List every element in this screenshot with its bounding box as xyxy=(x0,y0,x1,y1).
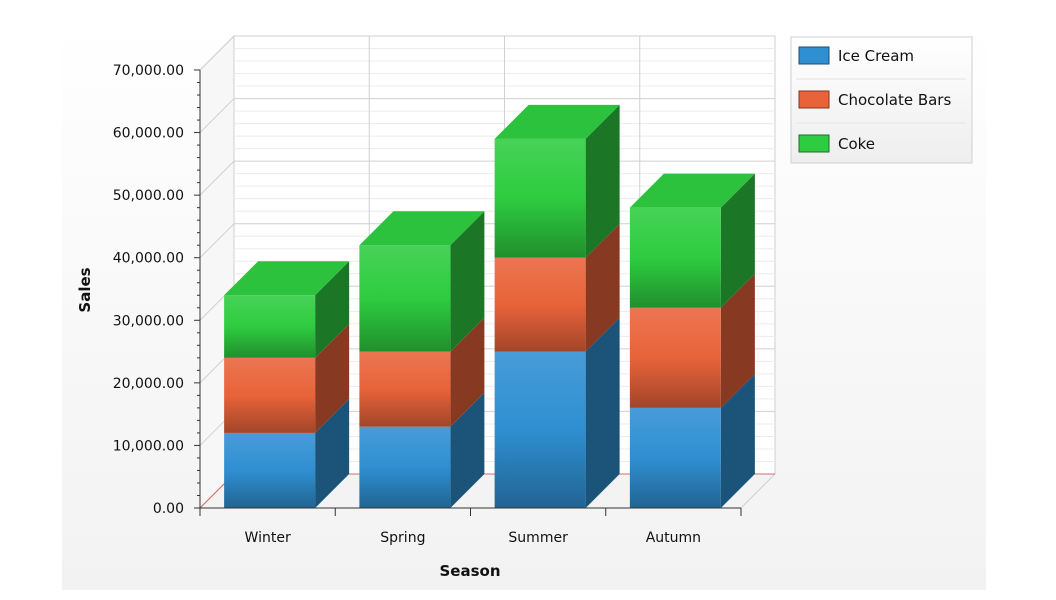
bar-front xyxy=(494,257,586,352)
bar-front xyxy=(629,407,721,508)
bar-side xyxy=(450,211,485,352)
legend: Ice Cream Chocolate Bars Coke xyxy=(790,36,973,164)
bar-spring-ice-cream xyxy=(359,392,485,508)
bar-winter-coke xyxy=(224,261,350,358)
y-tick-label: 10,000.00 xyxy=(113,438,184,454)
bar-side xyxy=(585,223,620,352)
bar-top xyxy=(359,211,485,246)
bar-top xyxy=(224,261,350,296)
bar-autumn-coke xyxy=(629,173,755,308)
legend-item: Ice Cream xyxy=(798,46,914,65)
legend-item: Chocolate Bars xyxy=(798,90,951,109)
bar-summer-coke xyxy=(494,104,620,258)
x-axis-title: Season xyxy=(439,562,500,580)
legend-item: Coke xyxy=(798,134,875,153)
gridline-side xyxy=(199,98,235,133)
legend-swatch xyxy=(798,46,830,65)
bar-summer-ice-cream xyxy=(494,317,620,508)
gridline-side xyxy=(199,160,235,196)
bar-spring-coke xyxy=(359,211,485,352)
x-tick-label: Summer xyxy=(508,530,568,546)
bars-layer xyxy=(224,104,755,508)
x-tick-label: Autumn xyxy=(646,530,701,546)
legend-swatch xyxy=(798,134,830,153)
bar-side xyxy=(720,273,755,408)
bar-top xyxy=(494,104,620,139)
bar-front xyxy=(629,307,721,408)
bar-front xyxy=(494,138,586,258)
bar-spring-chocolate-bars xyxy=(359,317,485,427)
bar-front xyxy=(359,351,451,427)
bar-front xyxy=(224,295,316,358)
x-tick-label: Winter xyxy=(245,530,291,546)
bar-front xyxy=(359,245,451,352)
bar-autumn-chocolate-bars xyxy=(629,273,755,408)
bar-side xyxy=(585,104,620,258)
bar-front xyxy=(224,357,316,433)
bar-front xyxy=(359,426,451,508)
legend-swatch xyxy=(798,90,830,109)
bar-summer-chocolate-bars xyxy=(494,223,620,352)
legend-label: Coke xyxy=(838,135,875,153)
x-tick-label: Spring xyxy=(380,530,425,546)
y-tick-label: 20,000.00 xyxy=(113,376,184,392)
y-tick-label: 50,000.00 xyxy=(113,188,184,204)
y-axis-title: Sales xyxy=(76,267,94,312)
axis-layer: 0.00 10,000.00 20,000.00 30,000.00 40,000.00… xyxy=(113,63,742,546)
bar-side xyxy=(585,317,620,508)
bar-side xyxy=(315,398,350,508)
bar-side xyxy=(720,373,755,508)
y-tick-label: 40,000.00 xyxy=(113,251,184,267)
bar-front xyxy=(629,207,721,308)
gridline-side xyxy=(199,223,235,259)
bar-side xyxy=(720,173,755,308)
bar-top xyxy=(629,173,755,208)
legend-label: Ice Cream xyxy=(838,47,914,65)
bar-side xyxy=(315,261,350,358)
bar-front xyxy=(494,351,586,508)
gridline-side xyxy=(199,35,235,71)
bar-winter-ice-cream xyxy=(224,398,350,508)
legend-label: Chocolate Bars xyxy=(838,91,951,109)
bar-side xyxy=(450,392,485,508)
bar-side xyxy=(315,323,350,433)
bar-front xyxy=(224,432,316,508)
y-tick-label: 30,000.00 xyxy=(113,313,184,329)
bar-side xyxy=(450,317,485,427)
y-tick-label: 70,000.00 xyxy=(113,63,184,79)
bar-winter-chocolate-bars xyxy=(224,323,350,433)
y-tick-label: 60,000.00 xyxy=(113,126,184,142)
bar-autumn-ice-cream xyxy=(629,373,755,508)
y-tick-label: 0.00 xyxy=(153,501,184,517)
